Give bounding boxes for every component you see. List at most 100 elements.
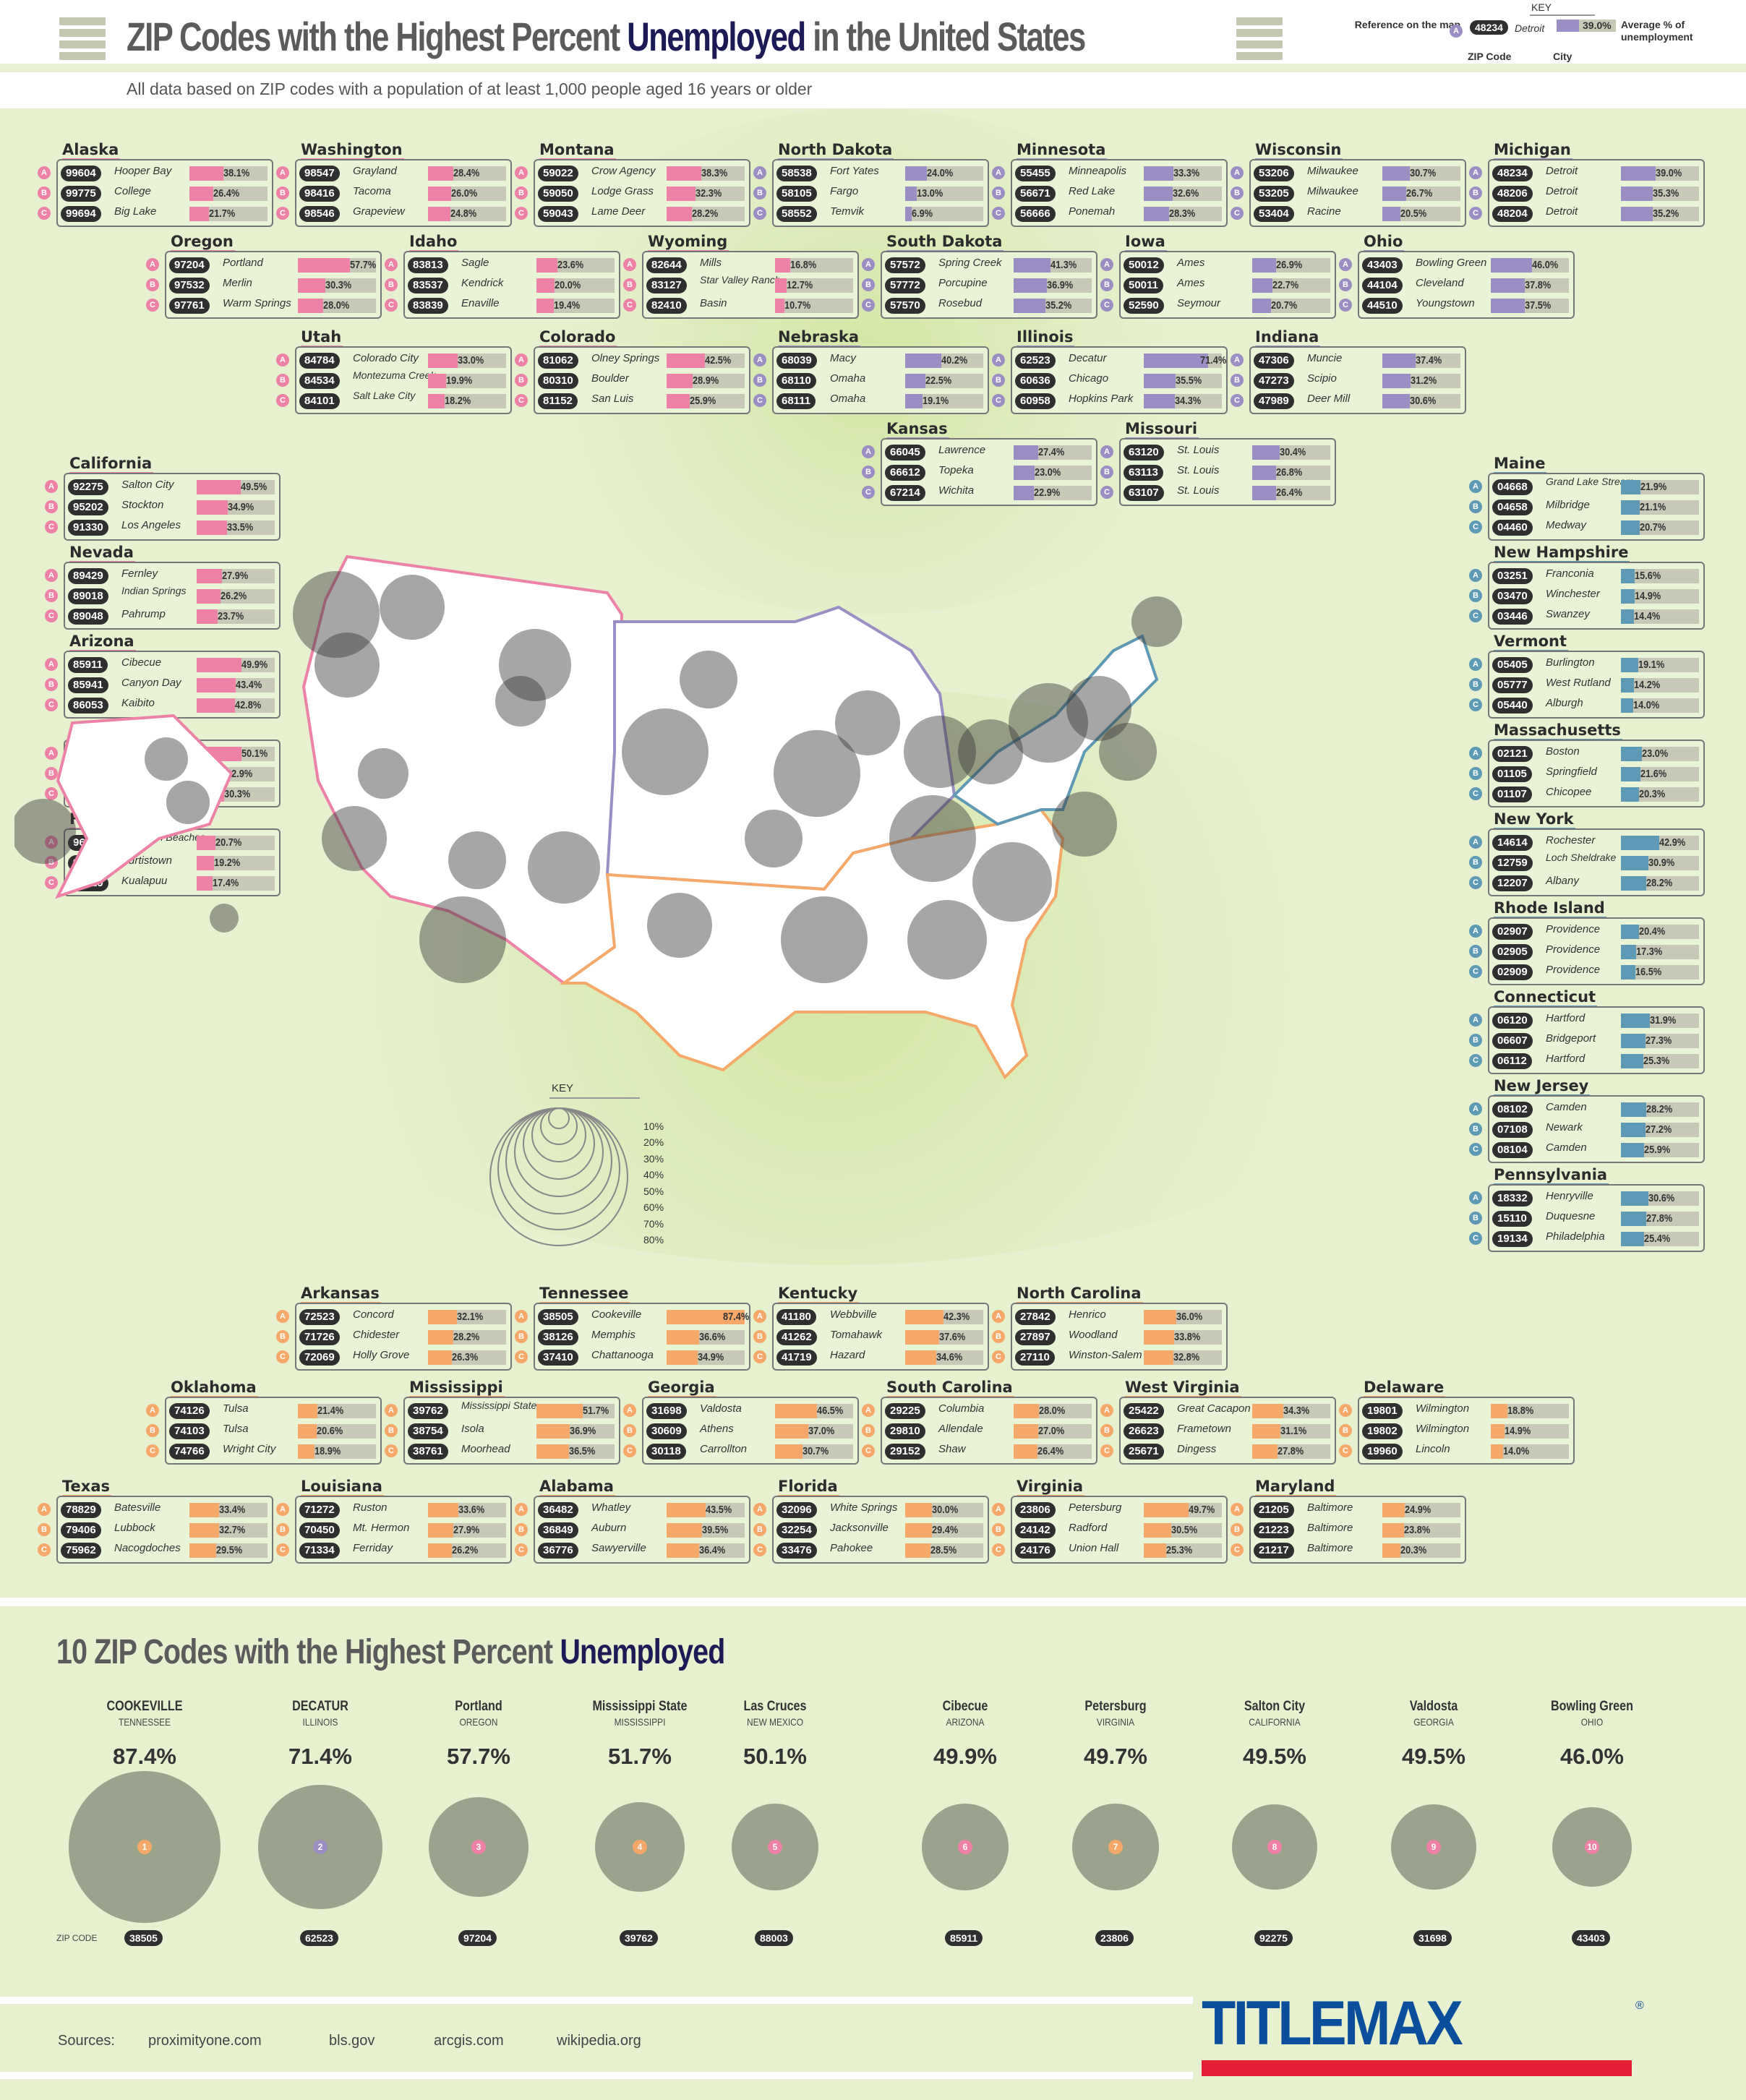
zip-row: B 27897 Woodland 33.8% [992, 1327, 1223, 1347]
zip-row: A 02121 Boston 23.0% [1469, 744, 1700, 764]
unemployment-bar: 30.7% [1382, 166, 1460, 181]
source-link[interactable]: bls.gov [329, 2033, 375, 2049]
map-reference-badge: A [1231, 1503, 1244, 1516]
unemployment-bar: 35.2% [1621, 207, 1699, 221]
unemployment-pct: 23.8% [1403, 1524, 1430, 1536]
map-reference-badge: A [385, 1404, 398, 1417]
unemployment-bar: 21.4% [298, 1404, 376, 1418]
state-box: A 25422 Great Cacapon 34.3% B 26623 Fram… [1100, 1397, 1336, 1465]
state-name: Oregon [171, 233, 235, 252]
map-reference-badge: C [515, 207, 528, 220]
state-name: Nebraska [778, 328, 861, 347]
unemployment-pct: 33.0% [457, 354, 484, 367]
map-reference-badge: C [515, 1543, 528, 1556]
unemployment-bar: 30.9% [1621, 856, 1699, 870]
unemployment-pct: 38.3% [701, 167, 727, 179]
state-panel: Indiana A 47306 Muncie 37.4% B 47273 Sci… [1231, 328, 1466, 414]
titlemax-logo[interactable]: TITLEMAX ® [1202, 1988, 1644, 2096]
unemployment-bar: 30.5% [1144, 1523, 1222, 1538]
unemployment-pct: 32.1% [456, 1311, 484, 1323]
unemployment-bar: 30.4% [1252, 445, 1330, 460]
map-key-title: KEY [552, 1082, 574, 1094]
zip-row: A 63120 St. Louis 30.4% [1100, 442, 1332, 463]
city-name: Providence [1546, 923, 1601, 935]
zip-row: B 04658 Milbridge 21.1% [1469, 497, 1700, 518]
unemployment-bar: 32.7% [189, 1523, 268, 1538]
city-name: Lubbock [114, 1522, 155, 1534]
unemployment-bar: 16.8% [775, 258, 853, 273]
zip-row: B 60636 Chicago 35.5% [992, 371, 1223, 391]
unemployment-pct: 28.2% [1646, 1103, 1673, 1115]
map-reference-badge: A [515, 1310, 528, 1323]
unemployment-pct: 26.4% [213, 187, 239, 200]
zip-row: A 02907 Providence 20.4% [1469, 922, 1700, 942]
unemployment-bar: 30.0% [905, 1503, 983, 1517]
unemployment-pct: 22.5% [925, 374, 952, 387]
zip-code-pill: 81152 [538, 393, 578, 409]
zip-row: A 32096 White Springs 30.0% [753, 1500, 985, 1520]
source-link[interactable]: wikipedia.org [557, 2033, 641, 2049]
unemployment-pct: 57.7% [349, 259, 376, 271]
zip-row: C 86053 Kaibito 42.8% [45, 695, 276, 716]
map-reference-badge: C [1339, 299, 1352, 312]
zip-row: C 38761 Moorhead 36.5% [385, 1441, 616, 1462]
unemployment-pct: 27.9% [221, 570, 248, 582]
unemployment-pct: 27.4% [1038, 446, 1065, 458]
logo-red-bar [1202, 2060, 1632, 2076]
unemployment-pct: 28.2% [453, 1331, 480, 1343]
zip-row: B 02905 Providence 17.3% [1469, 942, 1700, 962]
city-name: Camden [1546, 1101, 1587, 1113]
zip-code-pill: 89018 [68, 588, 108, 604]
key-reference-label: Reference on the map [1354, 19, 1460, 30]
zip-row: A 57572 Spring Creek 41.3% [862, 255, 1093, 275]
source-link[interactable]: proximityone.com [148, 2033, 262, 2049]
unemployment-pct: 14.2% [1633, 679, 1660, 691]
map-size-key: KEY 10% 20% 30% 40% 50% 60% 70% 80% [477, 1077, 694, 1258]
unemployment-bar: 36.0% [1144, 1310, 1222, 1324]
state-panel: Maine A 04668 Grand Lake Stream 21.9% B … [1469, 455, 1705, 541]
unemployment-pct: 10.7% [784, 299, 811, 312]
state-box: A 66045 Lawrence 27.4% B 66612 Topeka 23… [862, 438, 1097, 506]
zip-row: A 98547 Grayland 28.4% [276, 163, 508, 184]
unemployment-bar: 15.6% [1621, 569, 1699, 583]
zip-row: C 60958 Hopkins Park 34.3% [992, 391, 1223, 411]
unemployment-pct: 26.2% [220, 590, 247, 602]
unemployment-pct: 19.1% [1638, 659, 1664, 671]
unemployment-bar: 40.2% [905, 353, 983, 368]
top10-state: GEORGIA [1413, 1716, 1454, 1728]
unemployment-pct: 49.7% [1188, 1504, 1215, 1516]
state-box: A 19801 Wilmington 18.8% B 19802 Wilming… [1339, 1397, 1575, 1465]
unemployment-pct: 51.7% [583, 1405, 609, 1417]
unemployment-bar: 28.5% [905, 1543, 983, 1558]
zip-code-pill: 80310 [538, 373, 578, 389]
zip-row: B 24142 Radford 30.5% [992, 1520, 1223, 1540]
state-name: North Carolina [1017, 1285, 1143, 1303]
source-link[interactable]: arcgis.com [434, 2033, 504, 2049]
zip-row: B 19802 Wilmington 14.9% [1339, 1421, 1570, 1441]
zip-row: C 37410 Chattanooga 34.9% [515, 1347, 746, 1368]
footer-rule-bottom [0, 2072, 1193, 2079]
zip-row: A 05405 Burlington 19.1% [1469, 655, 1700, 675]
city-name: Franconia [1546, 567, 1594, 580]
unemployment-bar: 37.8% [1491, 278, 1569, 293]
city-name: Concord [353, 1308, 394, 1321]
unemployment-pct: 15.6% [1635, 570, 1661, 582]
state-name: Tennessee [539, 1285, 630, 1303]
unemployment-bar: 16.5% [1621, 965, 1699, 980]
zip-code-pill: 39762 [408, 1403, 448, 1419]
unemployment-bar: 20.7% [1252, 299, 1330, 313]
zip-code-pill: 06120 [1492, 1013, 1533, 1029]
top10-state: VIRGINIA [1096, 1716, 1135, 1728]
state-name: Ohio [1364, 233, 1405, 252]
zip-row: C 19960 Lincoln 14.0% [1339, 1441, 1570, 1462]
unemployment-pct: 21.7% [208, 207, 236, 220]
city-name: Tomahawk [830, 1329, 882, 1341]
zip-code-pill: 70450 [299, 1522, 340, 1538]
top10-zip-pill: 43403 [1572, 1930, 1610, 1946]
state-box: A 02121 Boston 23.0% B 01105 Springfield… [1469, 740, 1705, 807]
title-decoration-right [1236, 17, 1283, 64]
zip-row: A 92275 Salton City 49.5% [45, 477, 276, 497]
city-name: Omaha [830, 372, 866, 385]
top10-item: Portland OREGON 57.7% 3 [406, 1699, 551, 1898]
map-key-20: 20% [643, 1136, 664, 1148]
